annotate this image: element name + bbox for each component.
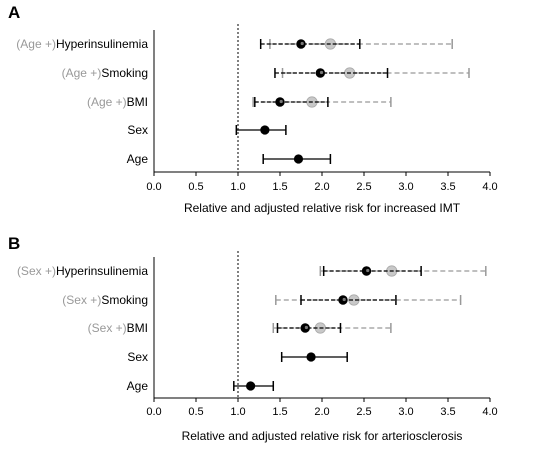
row-label-name: Hyperinsulinemia (56, 37, 148, 51)
x-tick-label: 4.0 (482, 181, 497, 193)
row-label-prefix: (Age +) (87, 95, 127, 109)
x-tick-label: 4.0 (482, 406, 497, 418)
crude-point-highlight (304, 325, 308, 330)
row-label-prefix: (Sex +) (17, 264, 56, 278)
row-label: (Sex +)Hyperinsulinemia (17, 264, 148, 278)
x-tick-label: 3.5 (440, 406, 455, 418)
x-tick-label: 2.0 (314, 181, 329, 193)
row-label: Age (127, 152, 149, 166)
panel-b: B 0.0 0.5 1.0 1.5 2.0 2.5 3.0 3.5 4.0 Relative and… (8, 234, 498, 443)
crude-point (306, 352, 316, 362)
row-label-name: Smoking (101, 293, 148, 307)
crude-point (260, 125, 270, 135)
row-label: Sex (127, 123, 148, 137)
row-label: (Sex +)BMI (88, 321, 148, 335)
x-tick-label: 3.5 (440, 181, 455, 193)
row-label: (Age +)Smoking (62, 66, 148, 80)
crude-point-highlight (342, 297, 346, 302)
crude-point (293, 154, 304, 164)
x-tick-label: 0.5 (188, 406, 203, 418)
row-label-name: Age (127, 379, 149, 393)
adjusted-point (348, 294, 360, 306)
x-tick-label: 1.5 (272, 181, 287, 193)
row-label-name: Smoking (101, 66, 148, 80)
row-label: (Age +)Hyperinsulinemia (16, 37, 148, 51)
x-tick-label: 1.5 (272, 406, 287, 418)
x-tick-label: 0.5 (188, 181, 203, 193)
row-label: Sex (127, 350, 148, 364)
row-label: (Sex +)Smoking (62, 293, 148, 307)
row-label-name: Sex (127, 350, 148, 364)
x-tick-label: 3.0 (398, 181, 413, 193)
row-label-name: Age (127, 152, 149, 166)
x-tick-label: 3.0 (398, 406, 413, 418)
panel-a: A 0.0 0.5 1.0 1.5 2.0 2.5 3.0 3.5 4.0 Relative and… (8, 3, 498, 215)
crude-point-highlight (366, 268, 370, 273)
x-tick-label: 2.5 (356, 406, 371, 418)
crude-point-highlight (300, 41, 304, 46)
x-tick-label: 2.5 (356, 181, 371, 193)
row-label-name: BMI (127, 321, 148, 335)
row-label: (Age +)BMI (87, 95, 148, 109)
crude-point-highlight (319, 70, 324, 75)
x-tick-label: 1.0 (230, 406, 245, 418)
panel-letter: B (8, 234, 20, 253)
row-label-name: Hyperinsulinemia (56, 264, 148, 278)
row-label-prefix: (Sex +) (62, 293, 101, 307)
row-label-name: Sex (127, 123, 148, 137)
row-label-prefix: (Sex +) (88, 321, 127, 335)
row-label-prefix: (Age +) (62, 66, 102, 80)
x-tick-label: 0.0 (146, 406, 161, 418)
x-axis-label: Relative and adjusted relative risk for … (184, 201, 461, 215)
x-axis-label: Relative and adjusted relative risk for … (182, 429, 463, 443)
row-label: Age (127, 379, 149, 393)
row-label-name: BMI (127, 95, 148, 109)
crude-point-highlight (279, 99, 283, 104)
x-tick-label: 1.0 (230, 181, 245, 193)
panel-letter: A (8, 3, 20, 22)
row-label-prefix: (Age +) (16, 37, 56, 51)
x-tick-label: 0.0 (146, 181, 161, 193)
x-tick-label: 2.0 (314, 406, 329, 418)
crude-point (246, 381, 256, 391)
